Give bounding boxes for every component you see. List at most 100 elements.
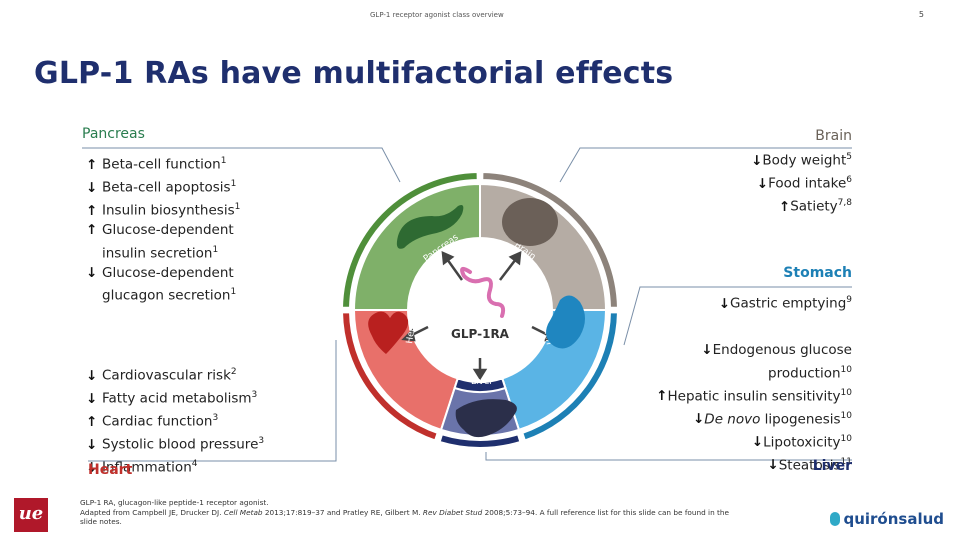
reference-marker: 10	[840, 387, 852, 398]
effect-item: ↓Food intake6	[746, 171, 852, 194]
reference-marker: 3	[258, 436, 265, 446]
brain-effects: ↓Body weight5 ↓Food intake6 ↑Satiety7,8	[746, 148, 852, 217]
arrow-down-icon: ↓	[86, 459, 98, 476]
reference-marker: 1	[212, 244, 219, 255]
arrow-up-icon: ↑	[778, 198, 791, 215]
effect-item: ↓Endogenous glucose	[651, 341, 852, 361]
reference-marker: 1	[230, 287, 237, 297]
reference-marker: 2	[230, 367, 237, 377]
effect-text: production	[768, 365, 841, 381]
reference-marker: 10	[840, 433, 852, 444]
liver-outer-band	[438, 433, 522, 449]
arrow-up-icon: ↑	[656, 388, 668, 404]
reference-marker: 6	[846, 175, 852, 185]
pancreas-outer-band	[341, 171, 479, 309]
segment-label-liver: Liver	[471, 377, 493, 387]
arrow-down-icon: ↓	[86, 264, 98, 281]
arrow-up-icon: ↑	[86, 413, 98, 430]
glp1-molecule	[460, 266, 506, 318]
brain-outer-band	[481, 171, 619, 309]
arrow-down-icon: ↓	[86, 436, 98, 453]
slide-title: GLP-1 RAs have multifactorial effects	[34, 56, 674, 91]
arrow-down-icon: ↓	[86, 390, 98, 407]
reference-marker: 9	[846, 295, 852, 305]
arrow-down-icon: ↓	[86, 179, 98, 196]
stomach-outer-band	[521, 311, 619, 442]
effect-text: glucagon secretion	[102, 287, 231, 304]
effect-item: production10	[651, 361, 852, 384]
effect-item: ↓Steatosis11	[651, 453, 852, 476]
effect-item: ↓ Cardiovascular risk2	[86, 363, 264, 386]
quironsalud-logo-mark	[830, 512, 841, 526]
header-title: GLP-1 receptor agonist class overview	[370, 11, 504, 19]
effect-text: Cardiovascular risk	[102, 367, 231, 384]
brain-connector	[559, 147, 852, 183]
brain-organ-icon	[502, 198, 558, 246]
effect-text: Endogenous glucose	[712, 342, 852, 358]
effect-text: Satiety	[790, 198, 838, 215]
effect-item: glucagon secretion1	[86, 283, 240, 306]
heart-effects: ↓ Cardiovascular risk2 ↓ Fatty acid metabol…	[86, 363, 264, 478]
footnote-notes: slide notes.	[80, 517, 122, 526]
arrow-up-icon: ↑	[86, 156, 98, 173]
pancreas-organ-icon	[396, 205, 464, 249]
arrow-down-icon: ↓	[701, 342, 713, 358]
stomach-connector	[623, 286, 852, 346]
effect-text: Hepatic insulin sensitivity	[667, 388, 841, 404]
stomach-label: Stomach	[783, 265, 852, 281]
segment-label-heart: Heart	[405, 318, 418, 345]
reference-marker: 1	[234, 202, 241, 212]
brain-label: Brain	[815, 128, 852, 144]
reference-marker: 10	[840, 364, 852, 375]
effect-item: ↓ Inflammation4	[86, 455, 264, 478]
arrow-up-icon: ↑	[86, 222, 98, 238]
effect-text: Glucose-dependent	[102, 222, 234, 238]
effect-text: Food intake	[768, 175, 847, 192]
effect-text: Inflammation	[102, 459, 192, 476]
center-label: GLP-1RA	[451, 327, 510, 341]
effect-text: Body weight	[762, 152, 847, 169]
arrow-down-icon: ↓	[756, 175, 769, 192]
effect-text: Lipotoxicity	[763, 434, 841, 450]
effect-item: ↑ Insulin biosynthesis1	[86, 198, 240, 221]
liver-label-band	[453, 377, 507, 393]
quironsalud-logo: quirónsalud	[830, 510, 944, 528]
pancreas-connector	[82, 147, 401, 183]
reference-marker: 11	[840, 456, 852, 467]
effect-item: ↑ Beta-cell function1	[86, 152, 240, 175]
reference-marker: 4	[191, 459, 198, 469]
liver-organ-icon	[455, 399, 517, 438]
effect-item: ↓Body weight5	[746, 148, 852, 171]
effect-item: ↑ Cardiac function3	[86, 409, 264, 432]
effect-text: insulin secretion	[102, 245, 213, 261]
effect-text: Cardiac function	[102, 413, 213, 430]
pancreas-label: Pancreas	[82, 126, 145, 142]
liver-connector	[485, 452, 852, 461]
footnotes: GLP-1 RA, glucagon-like peptide-1 recept…	[80, 498, 820, 527]
page-number: 5	[918, 10, 924, 19]
arrow-down-icon: ↓	[718, 295, 730, 312]
arrow-down-icon: ↓	[692, 411, 705, 427]
arrow-down-icon: ↓	[86, 367, 98, 384]
arrow-down-icon: ↓	[767, 457, 779, 473]
effect-item: ↓ Glucose-dependent	[86, 264, 240, 284]
reference-marker: 1	[230, 179, 237, 189]
reference-marker: 3	[251, 390, 258, 400]
effect-text: Beta-cell apoptosis	[102, 179, 231, 196]
center-circle	[417, 247, 543, 373]
footnote-abbrev: GLP-1 RA, glucagon-like peptide-1 recept…	[80, 498, 269, 507]
effect-text: Steatosis	[778, 457, 841, 473]
liver-effects: ↓Endogenous glucose production10 ↑Hepatic …	[651, 341, 852, 476]
effect-item: ↓ Beta-cell apoptosis1	[86, 175, 240, 198]
effect-item: ↓ Systolic blood pressure3	[86, 432, 264, 455]
ue-logo: ue	[14, 498, 48, 532]
effect-text: Glucose-dependent	[102, 264, 234, 281]
effect-item: ↓ Fatty acid metabolism3	[86, 386, 264, 409]
liver-label: Liver	[812, 458, 852, 474]
heart-outer-band	[341, 311, 439, 442]
effect-text: Systolic blood pressure	[102, 436, 259, 453]
effect-item: ↓Gastric emptying9	[714, 291, 852, 314]
reference-marker: 3	[212, 413, 219, 423]
effect-item: insulin secretion1	[86, 241, 240, 264]
